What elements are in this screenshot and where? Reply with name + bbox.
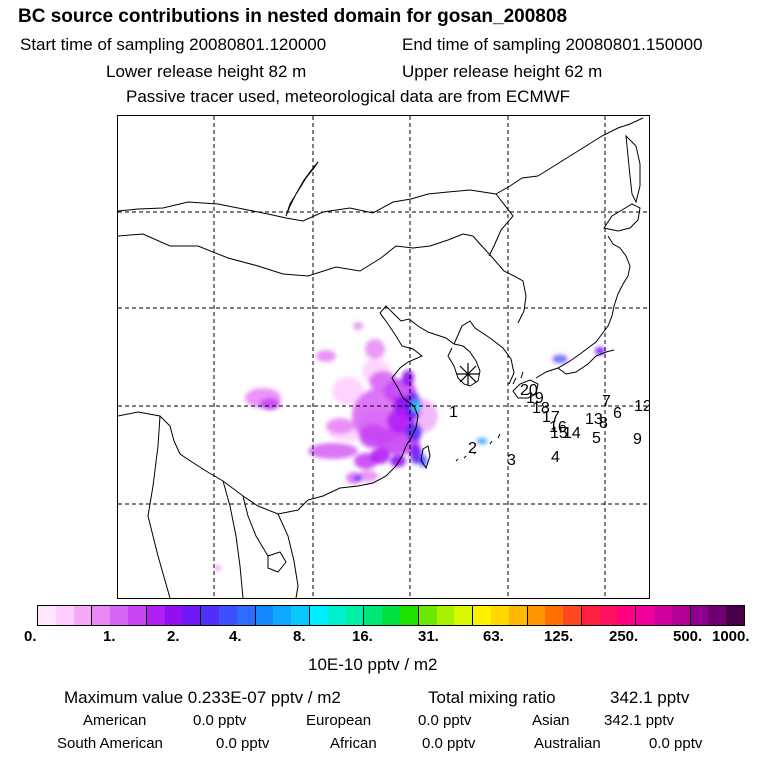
region-label: 8 xyxy=(599,415,608,432)
color-swatch xyxy=(636,606,655,625)
region-label: 2 xyxy=(468,440,477,457)
color-swatch xyxy=(92,606,111,625)
color-swatch xyxy=(255,606,274,625)
region-label: 9 xyxy=(633,431,642,448)
map-canvas: 1 2 3 4 5 6 7 8 9 12 13 14 15 16 17 18 1… xyxy=(118,116,649,598)
color-swatch xyxy=(690,606,709,625)
color-swatch xyxy=(182,606,202,625)
map-panel: 1 2 3 4 5 6 7 8 9 12 13 14 15 16 17 18 1… xyxy=(117,115,650,599)
upper-release-text: Upper release height 62 m xyxy=(402,62,603,81)
coastlines xyxy=(118,117,644,598)
region-label: 17 xyxy=(542,409,560,426)
end-time-text: End time of sampling 20080801.150000 xyxy=(402,35,703,54)
scale-tick: 0. xyxy=(24,628,37,645)
region-label: 7 xyxy=(602,393,611,410)
region-value: 0.0 pptv xyxy=(649,735,703,752)
region-name: Australian xyxy=(534,735,601,752)
scale-tick: 125. xyxy=(544,628,574,645)
color-swatch xyxy=(436,606,455,625)
region-name: American xyxy=(83,712,147,729)
scale-tick: 31. xyxy=(418,628,439,645)
region-value: 0.0 pptv xyxy=(193,712,247,729)
region-label: 20 xyxy=(520,382,538,399)
start-time-text: Start time of sampling 20080801.120000 xyxy=(20,35,327,54)
region-label: 6 xyxy=(613,405,622,422)
color-swatch xyxy=(473,606,491,625)
star-receptor-icon xyxy=(457,363,479,385)
lat-lon-grid xyxy=(118,116,649,598)
color-swatch xyxy=(127,606,147,625)
scale-tick: 1. xyxy=(103,628,116,645)
color-swatch xyxy=(218,606,237,625)
scale-tick: 1000. xyxy=(712,628,750,645)
color-swatch xyxy=(73,606,93,625)
color-swatch xyxy=(273,606,292,625)
scale-tick: 2. xyxy=(167,628,180,645)
scale-tick: 500. xyxy=(673,628,703,645)
color-swatch xyxy=(708,606,727,625)
color-swatch xyxy=(382,606,400,625)
color-swatch xyxy=(490,606,509,625)
region-name: South American xyxy=(57,735,163,752)
total-mixing-ratio-value: 342.1 pptv xyxy=(610,688,690,707)
color-swatch xyxy=(55,606,74,625)
total-mixing-ratio-label: Total mixing ratio xyxy=(428,688,556,707)
color-swatch xyxy=(309,606,328,625)
color-swatch xyxy=(726,606,745,625)
region-value: 0.0 pptv xyxy=(422,735,476,752)
region-label: 13 xyxy=(585,411,603,428)
region-label: 18 xyxy=(532,400,550,417)
color-swatch xyxy=(327,606,346,625)
color-swatch xyxy=(146,606,165,625)
color-swatch xyxy=(418,606,437,625)
region-label: 19 xyxy=(526,390,544,407)
scale-tick: 16. xyxy=(352,628,373,645)
color-swatch xyxy=(110,606,128,625)
color-swatch xyxy=(291,606,310,625)
color-swatch xyxy=(236,606,256,625)
color-swatch xyxy=(38,606,56,625)
color-scale-bar xyxy=(37,605,745,626)
region-label: 14 xyxy=(563,425,581,442)
region-value: 0.0 pptv xyxy=(216,735,270,752)
region-label: 1 xyxy=(449,404,458,421)
region-value: 342.1 pptv xyxy=(604,712,675,729)
region-label: 12 xyxy=(634,398,649,415)
color-swatch xyxy=(364,606,383,625)
color-swatch xyxy=(399,606,419,625)
color-swatch xyxy=(563,606,582,625)
color-swatch xyxy=(527,606,546,625)
region-value: 0.0 pptv xyxy=(418,712,472,729)
color-swatch xyxy=(671,606,691,625)
maximum-value-text: Maximum value 0.233E-07 pptv / m2 xyxy=(64,688,341,707)
color-swatch xyxy=(345,606,365,625)
color-swatch xyxy=(581,606,600,625)
color-swatch xyxy=(617,606,637,625)
region-label: 5 xyxy=(592,430,601,447)
region-name: African xyxy=(330,735,377,752)
concentration-plume xyxy=(215,322,605,571)
scale-tick: 250. xyxy=(609,628,639,645)
scale-units: 10E-10 pptv / m2 xyxy=(308,655,438,674)
color-swatch xyxy=(508,606,528,625)
scale-tick: 8. xyxy=(293,628,306,645)
color-swatch xyxy=(454,606,474,625)
region-label: 16 xyxy=(549,419,567,436)
region-name: Asian xyxy=(532,712,570,729)
region-labels: 1 2 3 4 5 6 7 8 9 12 13 14 15 16 17 18 1… xyxy=(449,382,649,469)
tracer-note-text: Passive tracer used, meteorological data… xyxy=(126,87,571,106)
region-label: 3 xyxy=(507,452,516,469)
region-label: 15 xyxy=(550,425,568,442)
color-swatch xyxy=(654,606,672,625)
color-swatch xyxy=(545,606,564,625)
color-swatch xyxy=(599,606,618,625)
lower-release-text: Lower release height 82 m xyxy=(106,62,307,81)
color-swatch xyxy=(164,606,183,625)
scale-tick: 4. xyxy=(229,628,242,645)
map-title: BC source contributions in nested domain… xyxy=(18,6,568,27)
color-swatch xyxy=(201,606,219,625)
scale-tick: 63. xyxy=(483,628,504,645)
region-name: European xyxy=(306,712,372,729)
region-label: 4 xyxy=(551,449,560,466)
